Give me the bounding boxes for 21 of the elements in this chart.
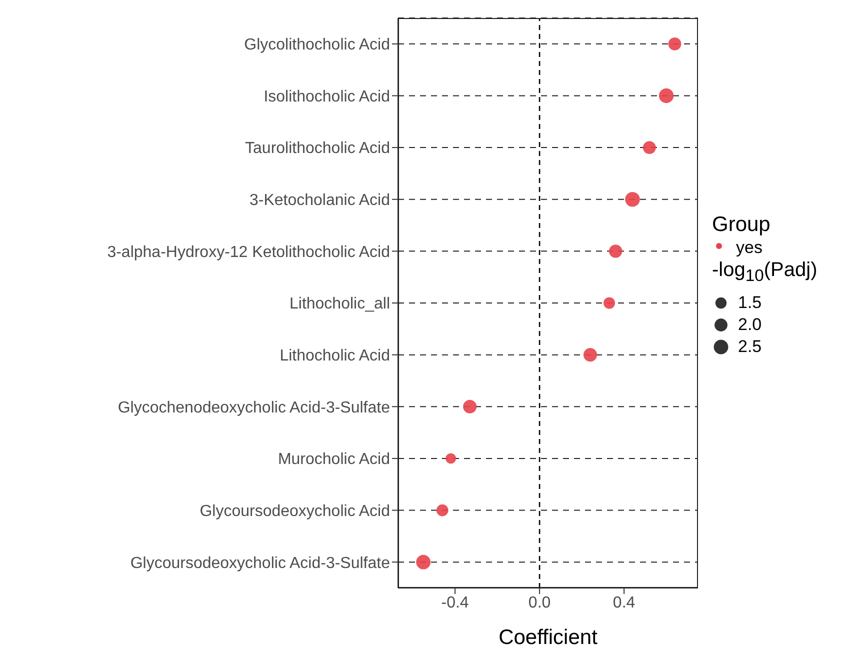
legend-title: Group — [712, 213, 772, 237]
x-tick-label: 0.0 — [528, 594, 551, 612]
x-tick-label: 0.4 — [612, 594, 636, 612]
legend-label: yes — [736, 238, 762, 258]
legend-label: 2.5 — [738, 337, 762, 357]
y-tick-label: 3-alpha-Hydroxy-12 Ketolithocholic Acid — [107, 244, 390, 261]
y-tick-label: Lithocholic_all — [289, 296, 390, 313]
y-tick-label: 3-Ketocholanic Acid — [249, 192, 390, 210]
legend-label: 1.5 — [738, 293, 762, 313]
x-tick-label: -0.4 — [441, 594, 469, 612]
y-tick-label: Murocholic Acid — [278, 451, 390, 468]
legend-label: 2.0 — [738, 315, 762, 335]
x-axis-title: Coefficient — [498, 626, 598, 649]
y-tick-label: Isolithocholic Acid — [264, 88, 390, 106]
y-tick-label: Glycochenodeoxycholic Acid-3-Sulfate — [118, 399, 390, 416]
y-tick-label: Lithocholic Acid — [280, 348, 390, 364]
y-tick-label: Glycoursodeoxycholic Acid-3-Sulfate — [130, 554, 390, 572]
text: -log$_{10}$(Padj) — [712, 259, 818, 286]
y-tick-label: Taurolithocholic Acid — [245, 140, 390, 158]
y-tick-label: Glycolithocholic Acid — [244, 36, 390, 54]
y-tick-label: Glycoursodeoxycholic Acid — [200, 502, 390, 520]
